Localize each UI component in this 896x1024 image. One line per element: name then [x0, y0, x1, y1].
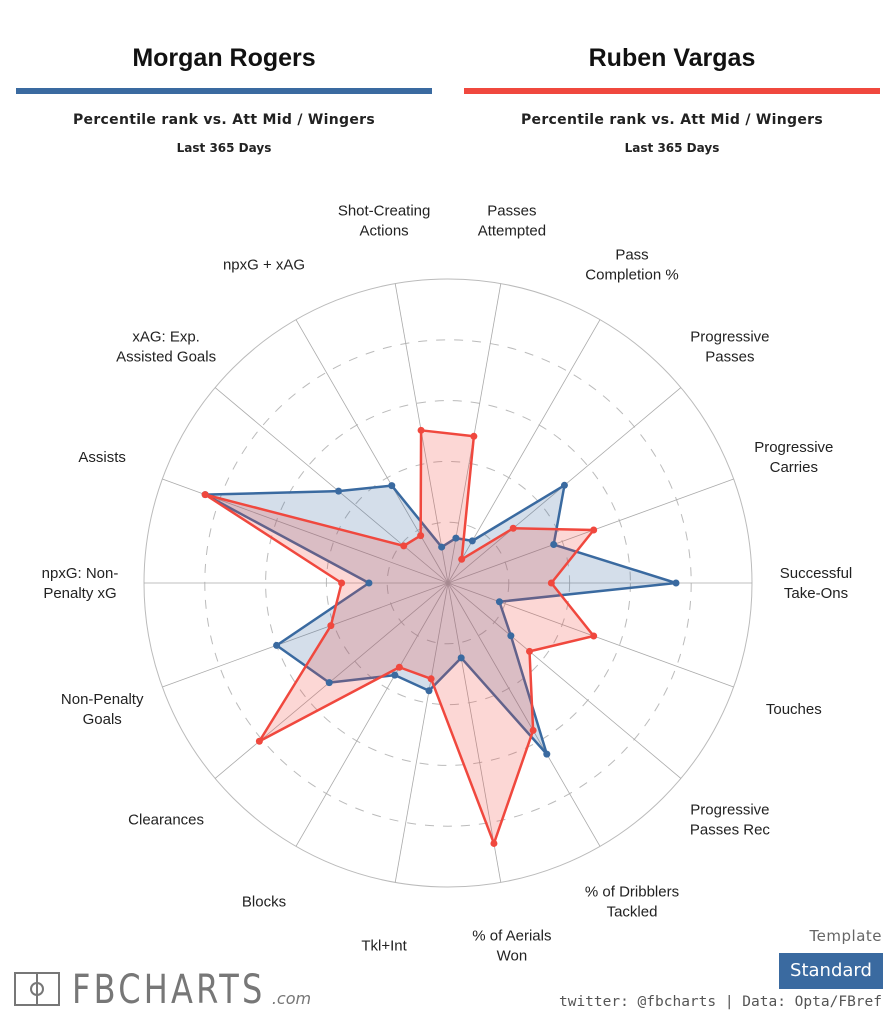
series-2-point	[458, 555, 466, 563]
player-2-subtitle: Percentile rank vs. Att Mid / Wingers	[520, 112, 823, 128]
series-1-point	[335, 487, 343, 495]
series-1-point	[560, 481, 568, 489]
series-1-point	[391, 671, 399, 679]
player-1-color-bar	[16, 88, 432, 94]
axis-label: Touches	[766, 701, 822, 718]
series-2-point	[327, 622, 335, 630]
axis-label: Pass Completion %	[585, 246, 678, 283]
series-2-point	[490, 839, 498, 847]
series-1-point	[438, 543, 446, 551]
series-2-point	[509, 524, 517, 532]
axis-label: Assists	[78, 449, 126, 466]
series-2-point	[590, 632, 598, 640]
player-2-color-bar	[464, 88, 880, 94]
spoke	[394, 582, 449, 883]
template-label: Template	[809, 927, 882, 945]
series-2-point	[417, 532, 425, 540]
series-1-point	[325, 679, 333, 687]
spoke	[447, 582, 502, 883]
axis-label: npxG: Non-Penalty xG	[42, 565, 119, 602]
series-2-point	[400, 542, 408, 550]
axis-label: Progressive Passes Rec	[690, 802, 771, 839]
axis-label: Blocks	[242, 894, 286, 911]
axis-label: Clearances	[128, 812, 204, 829]
series-2-point	[547, 579, 555, 587]
axis-label: % of Aerials Won	[472, 927, 551, 964]
pitch-icon	[14, 972, 60, 1006]
series-1-point	[425, 687, 433, 695]
series-1-point	[495, 598, 503, 606]
data-credit: twitter: @fbcharts | Data: Opta/FBref	[558, 994, 882, 1010]
axis-label: Tkl+Int	[361, 937, 407, 954]
axis-label: npxG + xAG	[223, 256, 305, 273]
spoke	[162, 582, 449, 688]
axis-label: Shot-Creating Actions	[338, 203, 431, 240]
axis-label: Successful Take-Ons	[780, 565, 853, 602]
series-2-point	[529, 726, 537, 734]
spoke	[447, 582, 601, 847]
fbcharts-logo[interactable]: FBCHARTS .com	[14, 970, 311, 1010]
series-1-point	[543, 750, 551, 758]
player-1-name: Morgan Rogers	[132, 44, 316, 72]
template-value-badge: Standard	[779, 953, 883, 989]
axis-label: Progressive Passes	[690, 328, 769, 365]
player-1-period: Last 365 Days	[176, 141, 272, 155]
player-1-subtitle: Percentile rank vs. Att Mid / Wingers	[72, 112, 375, 128]
series-2-point	[338, 579, 346, 587]
series-1-point	[457, 654, 465, 662]
series-2-point	[255, 737, 263, 745]
series-1-point	[550, 541, 558, 549]
series-1-point	[507, 632, 515, 640]
spoke	[295, 582, 449, 847]
series-2-point	[417, 426, 425, 434]
axis-label: Progressive Carries	[754, 439, 833, 476]
series-2-point	[201, 491, 209, 499]
axis-label: Passes Attempted	[478, 203, 546, 240]
series-1-point	[365, 579, 373, 587]
series-1-point	[468, 537, 476, 545]
spoke	[214, 387, 449, 584]
series-2-point	[470, 432, 478, 440]
series-1-point	[452, 534, 460, 542]
series-2-point	[526, 647, 534, 655]
axis-label: xAG: Exp. Assisted Goals	[116, 328, 216, 365]
player-2-name: Ruben Vargas	[588, 44, 756, 72]
series-2-point	[395, 663, 403, 671]
axis-label: % of Dribblers Tackled	[585, 884, 679, 921]
player-2-period: Last 365 Days	[624, 141, 720, 155]
series-1-point	[388, 482, 396, 490]
axis-label: Non-Penalty Goals	[61, 691, 144, 728]
spoke	[447, 582, 682, 779]
series-1-point	[672, 579, 680, 587]
spoke	[295, 319, 449, 584]
series-1-point	[273, 641, 281, 649]
series-2-point	[590, 526, 598, 534]
series-2-point	[427, 675, 435, 683]
